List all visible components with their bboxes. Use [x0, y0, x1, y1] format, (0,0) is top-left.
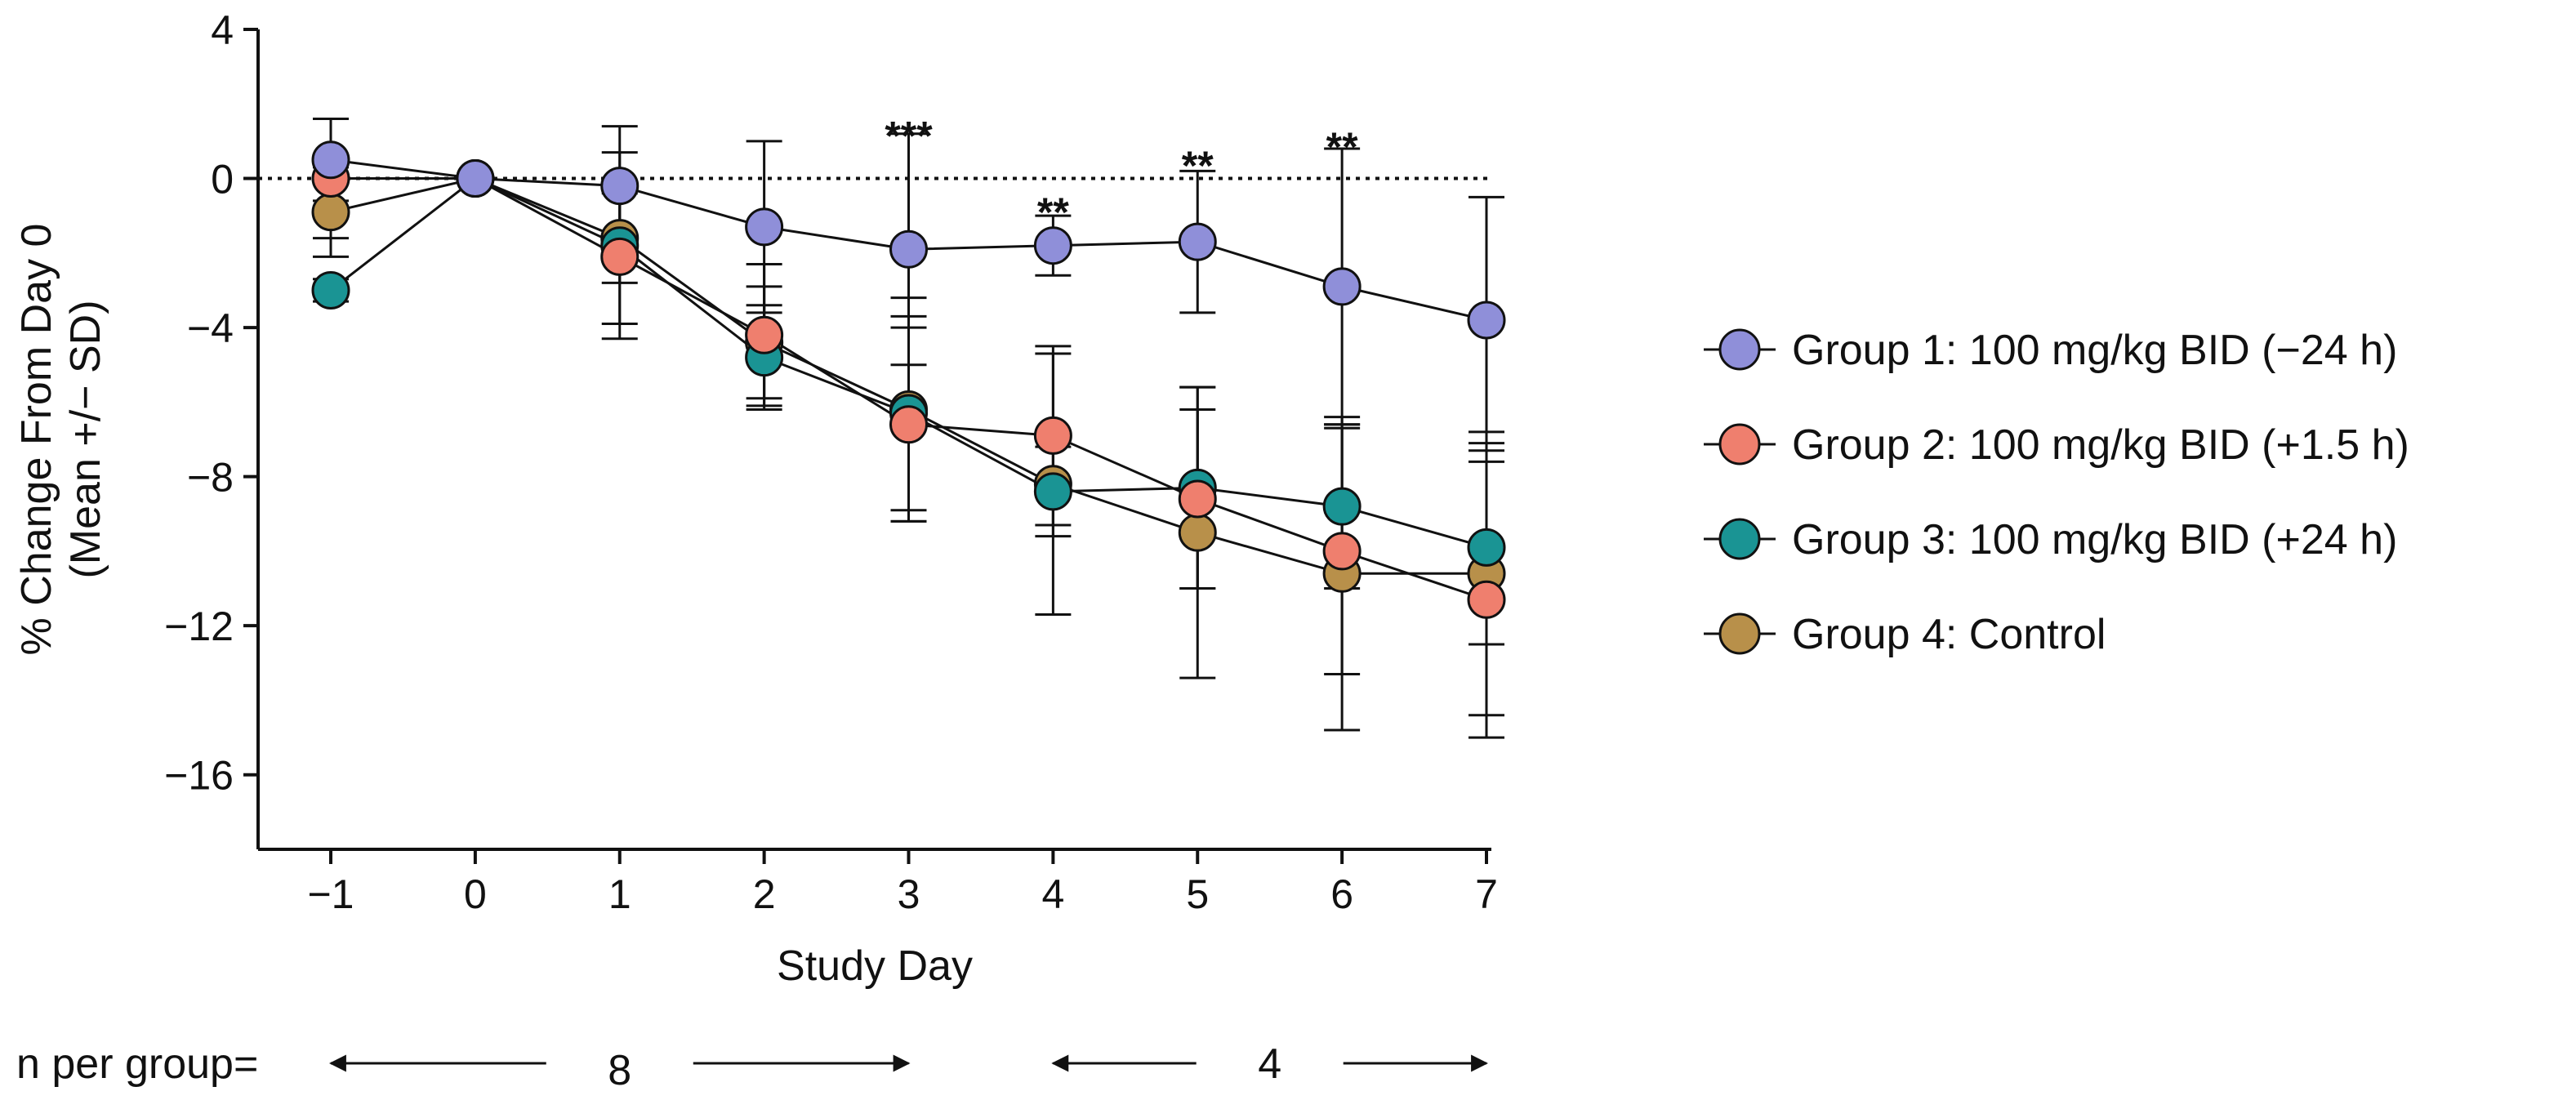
- y-tick-label: −16: [164, 753, 234, 799]
- data-point-group-2: [1178, 479, 1217, 519]
- data-point-group-1: [1322, 267, 1362, 306]
- legend-marker: [1718, 328, 1761, 371]
- x-tick-label: 2: [753, 871, 776, 917]
- y-tick-label: −12: [164, 604, 234, 649]
- x-tick-label: 0: [464, 871, 487, 917]
- data-point-group-3: [1033, 472, 1072, 511]
- n-segment: 4: [1051, 1040, 1489, 1088]
- data-point-group-1: [600, 167, 640, 206]
- data-point-group-1: [456, 159, 495, 198]
- data-point-group-3: [1322, 487, 1362, 526]
- legend-marker: [1718, 612, 1761, 655]
- legend-label: Group 4: Control: [1792, 611, 2106, 658]
- data-point-group-2: [1322, 532, 1362, 571]
- legend-marker: [1718, 423, 1761, 465]
- y-axis-label-subtitle: (Mean +/− SD): [62, 300, 109, 578]
- data-points-layer: [311, 140, 1506, 619]
- data-point-group-2: [1467, 580, 1506, 619]
- data-point-group-3: [1467, 528, 1506, 567]
- significance-marker: **: [1037, 189, 1069, 235]
- y-tick-label: 4: [211, 7, 234, 53]
- data-point-group-4: [1178, 513, 1217, 552]
- y-axis-label-group: % Change From Day 0 (Mean +/− SD): [13, 224, 109, 656]
- n-per-group-row: n per group= 8 4: [16, 1040, 1489, 1094]
- significance-marker: **: [1182, 143, 1214, 189]
- legend: Group 1: 100 mg/kg BID (−24 h) Group 2: 1…: [1704, 327, 2409, 658]
- n-value: 4: [1258, 1040, 1281, 1088]
- axes: 4 0 −4 −8 −12 −16 −1 0 1 2 3 4 5 6 7 Study Day % Change …: [13, 7, 1498, 990]
- significance-annotations: ******* **: [885, 114, 1358, 236]
- significance-marker: **: [1326, 124, 1358, 170]
- n-segment: 8: [328, 1047, 911, 1094]
- legend-item-group-4: Group 4: Control: [1704, 611, 2106, 658]
- data-point-group-1: [1467, 301, 1506, 340]
- n-per-group-label: n per group=: [16, 1040, 258, 1088]
- significance-marker: ***: [885, 114, 933, 159]
- legend-label: Group 2: 100 mg/kg BID (+1.5 h): [1792, 421, 2409, 469]
- data-point-group-3: [311, 270, 350, 310]
- legend-marker: [1718, 518, 1761, 560]
- y-axis-label: % Change From Day 0: [13, 224, 60, 656]
- data-point-group-2: [1033, 416, 1072, 455]
- legend-label: Group 3: 100 mg/kg BID (+24 h): [1792, 516, 2397, 563]
- x-tick-label: −1: [307, 871, 354, 917]
- data-point-group-1: [311, 140, 350, 180]
- x-tick-label: 3: [898, 871, 920, 917]
- x-tick-label: 5: [1186, 871, 1209, 917]
- x-tick-label: 6: [1330, 871, 1353, 917]
- y-tick-label: −4: [187, 305, 234, 351]
- data-point-group-1: [889, 229, 928, 269]
- data-point-group-1: [745, 207, 784, 247]
- legend-label: Group 1: 100 mg/kg BID (−24 h): [1792, 327, 2397, 374]
- legend-item-group-1: Group 1: 100 mg/kg BID (−24 h): [1704, 327, 2397, 374]
- legend-item-group-2: Group 2: 100 mg/kg BID (+1.5 h): [1704, 421, 2409, 469]
- data-point-group-2: [745, 315, 784, 354]
- data-point-group-1: [1033, 226, 1072, 265]
- legend-item-group-3: Group 3: 100 mg/kg BID (+24 h): [1704, 516, 2397, 563]
- n-value: 8: [608, 1047, 631, 1094]
- x-axis-label: Study Day: [777, 942, 973, 990]
- y-tick-label: −8: [187, 455, 234, 501]
- data-point-group-1: [1178, 222, 1217, 261]
- data-point-group-2: [889, 405, 928, 444]
- y-tick-label: 0: [211, 157, 234, 203]
- data-point-group-4: [311, 193, 350, 232]
- x-tick-label: 7: [1475, 871, 1498, 917]
- x-tick-label: 1: [608, 871, 631, 917]
- x-tick-label: 4: [1041, 871, 1064, 917]
- data-point-group-2: [600, 237, 640, 276]
